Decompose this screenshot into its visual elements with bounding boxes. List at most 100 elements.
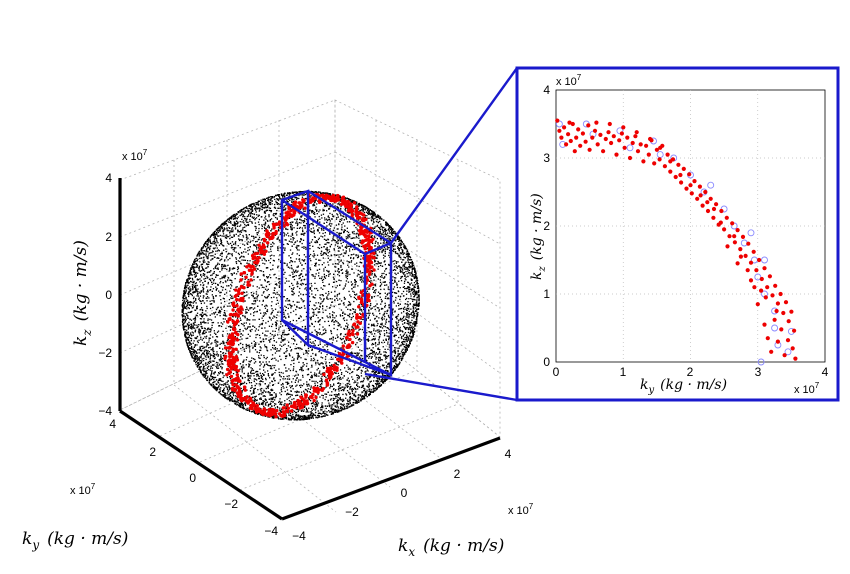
sphere-point [212, 364, 214, 366]
sphere-point [367, 288, 369, 290]
sphere-point [203, 330, 205, 332]
sphere-point [375, 251, 377, 253]
sphere-point [336, 340, 338, 342]
sphere-point [329, 233, 331, 235]
sphere-point [211, 377, 214, 379]
sphere-point [296, 352, 298, 354]
sphere-point [237, 230, 239, 232]
sphere-point [206, 305, 208, 308]
sphere-point [218, 309, 221, 312]
sphere-point [376, 230, 378, 232]
sphere-point [253, 244, 255, 246]
sphere-point [311, 342, 313, 344]
sphere-point [343, 319, 346, 322]
sphere-point [259, 380, 261, 383]
sphere-point [235, 241, 237, 243]
sphere-point [346, 339, 348, 341]
sphere-point [192, 263, 194, 265]
sphere-point [368, 393, 370, 396]
sphere-point [191, 293, 193, 295]
sphere-point [203, 318, 205, 320]
sphere-point [230, 382, 232, 384]
sphere-point [246, 294, 248, 296]
sphere-point [309, 253, 312, 256]
sphere-point [321, 317, 323, 319]
sphere-point [292, 310, 295, 312]
sphere-point [253, 312, 255, 314]
sphere-point [284, 390, 286, 393]
sphere-point [332, 276, 335, 278]
sphere-point [321, 362, 323, 364]
sphere-point [260, 312, 262, 314]
sphere-point [332, 319, 334, 321]
sphere-point [254, 222, 257, 224]
sphere-point [217, 355, 219, 357]
sphere-point [265, 346, 268, 348]
sphere-point [313, 253, 315, 255]
sphere-point [341, 245, 343, 247]
sphere-point [328, 410, 330, 412]
sphere-point [182, 325, 185, 328]
sphere-point [209, 377, 211, 379]
sphere-point [271, 389, 273, 392]
sphere-point [202, 247, 204, 249]
sphere-point [279, 247, 281, 249]
sphere-point [329, 315, 331, 318]
sphere-point [418, 296, 420, 298]
sphere-point [234, 335, 236, 338]
sphere-point [328, 293, 330, 295]
sphere-point [324, 252, 326, 254]
sphere-point [415, 291, 417, 293]
sphere-point [302, 415, 304, 417]
sphere-point [276, 314, 278, 316]
sphere-point [290, 311, 292, 314]
sphere-point [242, 343, 244, 346]
sphere-point [329, 380, 331, 382]
sphere-point [319, 221, 321, 223]
sphere-point [210, 365, 212, 368]
sphere-point [406, 254, 408, 256]
sphere-point [377, 243, 379, 245]
sphere-point [190, 301, 193, 303]
sphere-point [275, 359, 277, 361]
sphere-point [246, 306, 248, 308]
sphere-point [320, 277, 323, 280]
sphere-point [200, 318, 203, 320]
sphere-point [182, 311, 184, 313]
sphere-point [187, 279, 189, 281]
sphere-point [367, 340, 369, 342]
sphere-point [268, 391, 270, 393]
sphere-point [271, 380, 273, 382]
sphere-point [247, 247, 249, 249]
sphere-point [357, 397, 360, 399]
sphere-point [328, 218, 331, 221]
sphere-point [285, 239, 287, 241]
sphere-point [336, 378, 339, 380]
sphere-point [328, 273, 330, 276]
sphere-point [189, 351, 191, 353]
sphere-point [407, 323, 409, 325]
sphere-point [334, 317, 336, 319]
sphere-point [194, 357, 196, 359]
sphere-point [230, 216, 232, 218]
sphere-point [347, 237, 349, 239]
sphere-point [258, 357, 260, 359]
sphere-point [346, 260, 348, 262]
sphere-point [264, 199, 266, 201]
sphere-point [240, 214, 242, 216]
sphere-point [391, 312, 393, 314]
sphere-point [294, 261, 296, 263]
sphere-point [199, 261, 201, 263]
sphere-point [370, 331, 373, 333]
sphere-point [295, 416, 297, 418]
sphere-point [295, 232, 297, 234]
sphere-point [418, 289, 420, 291]
sphere-point [348, 261, 350, 263]
sphere-point [283, 243, 285, 246]
sphere-point [294, 197, 296, 199]
sphere-point [242, 404, 244, 406]
sphere-point [235, 397, 237, 399]
sphere-point [305, 248, 307, 250]
sphere-point [403, 315, 405, 317]
sphere-point [355, 233, 357, 235]
